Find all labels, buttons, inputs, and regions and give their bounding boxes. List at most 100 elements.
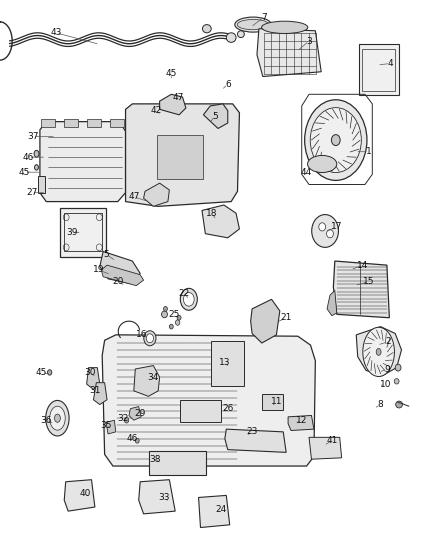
Text: 6: 6: [225, 79, 231, 88]
Text: 44: 44: [301, 168, 312, 177]
Text: 3: 3: [306, 36, 312, 45]
Polygon shape: [356, 327, 402, 376]
Ellipse shape: [261, 21, 308, 34]
Polygon shape: [64, 480, 95, 511]
Text: 36: 36: [40, 416, 52, 425]
Bar: [211, 341, 244, 386]
Text: 25: 25: [169, 310, 180, 319]
Ellipse shape: [332, 135, 340, 146]
Text: 20: 20: [112, 277, 124, 286]
Ellipse shape: [144, 331, 156, 346]
Text: 32: 32: [117, 414, 128, 423]
Text: 29: 29: [134, 409, 146, 418]
Ellipse shape: [363, 327, 395, 376]
Text: 38: 38: [149, 455, 160, 464]
Bar: [64, 213, 102, 252]
Polygon shape: [202, 205, 240, 238]
Text: 1: 1: [366, 147, 372, 156]
Text: 37: 37: [27, 132, 39, 141]
Text: 13: 13: [219, 358, 230, 367]
Ellipse shape: [237, 31, 244, 38]
Text: 40: 40: [79, 489, 91, 498]
Text: 47: 47: [173, 93, 184, 101]
Polygon shape: [129, 407, 141, 420]
Ellipse shape: [327, 230, 333, 238]
Ellipse shape: [46, 400, 69, 436]
Text: 31: 31: [89, 386, 101, 395]
Text: 14: 14: [357, 261, 368, 270]
Ellipse shape: [163, 306, 167, 311]
Ellipse shape: [135, 438, 139, 443]
Polygon shape: [327, 290, 337, 316]
Polygon shape: [288, 415, 314, 431]
Ellipse shape: [237, 20, 269, 30]
Polygon shape: [251, 300, 280, 343]
Text: 35: 35: [100, 421, 112, 430]
Polygon shape: [38, 176, 45, 193]
Text: 41: 41: [326, 436, 338, 445]
Polygon shape: [198, 495, 230, 528]
Text: 30: 30: [84, 368, 96, 377]
Text: 45: 45: [19, 168, 30, 177]
Ellipse shape: [47, 370, 52, 375]
Text: 9: 9: [384, 365, 390, 374]
Text: 5: 5: [103, 249, 109, 259]
Ellipse shape: [34, 150, 39, 157]
Text: 39: 39: [66, 228, 78, 237]
Text: 46: 46: [127, 434, 138, 443]
Polygon shape: [40, 122, 126, 201]
Ellipse shape: [184, 293, 194, 306]
Text: 11: 11: [271, 397, 282, 406]
Ellipse shape: [177, 316, 181, 320]
Bar: [110, 119, 124, 127]
Text: 10: 10: [380, 379, 391, 389]
Ellipse shape: [162, 311, 167, 318]
Text: 33: 33: [159, 493, 170, 502]
Polygon shape: [144, 183, 170, 206]
Text: 23: 23: [247, 427, 258, 437]
Bar: [180, 400, 221, 422]
Ellipse shape: [376, 349, 381, 356]
Ellipse shape: [394, 378, 399, 384]
Ellipse shape: [54, 414, 60, 422]
Text: 8: 8: [378, 400, 383, 409]
Ellipse shape: [146, 334, 154, 343]
Ellipse shape: [124, 417, 129, 423]
Text: 12: 12: [296, 416, 307, 425]
Polygon shape: [93, 383, 107, 405]
Polygon shape: [139, 480, 175, 514]
Ellipse shape: [176, 320, 180, 325]
Polygon shape: [106, 420, 116, 434]
Bar: [359, 44, 399, 95]
Text: 45: 45: [35, 368, 47, 377]
Text: 7: 7: [261, 13, 267, 21]
Ellipse shape: [235, 17, 271, 32]
Ellipse shape: [312, 215, 339, 247]
Text: 21: 21: [280, 313, 292, 322]
Ellipse shape: [35, 165, 39, 170]
Ellipse shape: [180, 288, 198, 310]
Text: 24: 24: [216, 505, 227, 514]
Text: 22: 22: [178, 289, 190, 298]
Bar: [87, 119, 101, 127]
Text: 15: 15: [363, 277, 374, 286]
Polygon shape: [159, 94, 186, 115]
Ellipse shape: [307, 156, 337, 173]
Text: 4: 4: [388, 59, 393, 68]
Polygon shape: [203, 104, 228, 128]
Polygon shape: [333, 261, 389, 318]
Polygon shape: [87, 368, 100, 390]
Polygon shape: [100, 252, 140, 284]
Text: 18: 18: [206, 209, 217, 217]
Ellipse shape: [202, 25, 211, 33]
Bar: [41, 119, 54, 127]
Text: 43: 43: [50, 28, 62, 37]
Polygon shape: [225, 429, 286, 453]
Polygon shape: [101, 265, 144, 286]
Ellipse shape: [396, 401, 403, 408]
Ellipse shape: [319, 223, 325, 231]
Text: 19: 19: [92, 265, 104, 274]
Text: 34: 34: [148, 373, 159, 382]
Bar: [60, 208, 106, 257]
Ellipse shape: [170, 324, 173, 329]
